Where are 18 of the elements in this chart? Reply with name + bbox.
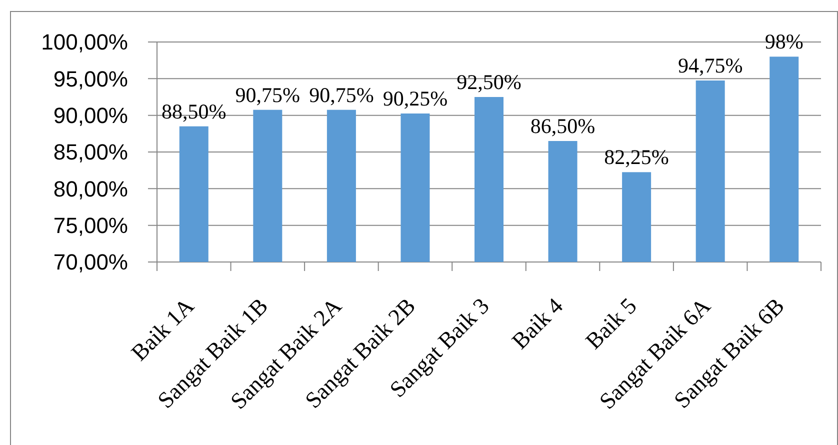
- y-tick-label: 85,00%: [53, 140, 128, 165]
- data-label: 92,50%: [456, 70, 522, 94]
- y-tick-label: 100,00%: [41, 30, 128, 55]
- data-label: 88,50%: [162, 99, 226, 124]
- y-tick-label: 75,00%: [53, 213, 128, 238]
- x-tick-label: Baik 4: [507, 292, 568, 354]
- y-tick-label: 95,00%: [53, 66, 128, 92]
- x-tick-label: Baik 5: [580, 293, 642, 354]
- y-tick-label: 70,00%: [53, 250, 128, 275]
- data-label: 86,50%: [530, 114, 596, 138]
- data-label: 94,75%: [678, 54, 743, 78]
- data-label: 98%: [764, 30, 804, 54]
- data-label: 90,75%: [235, 82, 300, 107]
- data-label: 82,25%: [604, 145, 669, 170]
- y-tick-label: 90,00%: [53, 103, 128, 128]
- y-tick-label: 80,00%: [53, 176, 128, 202]
- data-label: 90,25%: [382, 86, 448, 110]
- data-label: 90,75%: [309, 82, 374, 107]
